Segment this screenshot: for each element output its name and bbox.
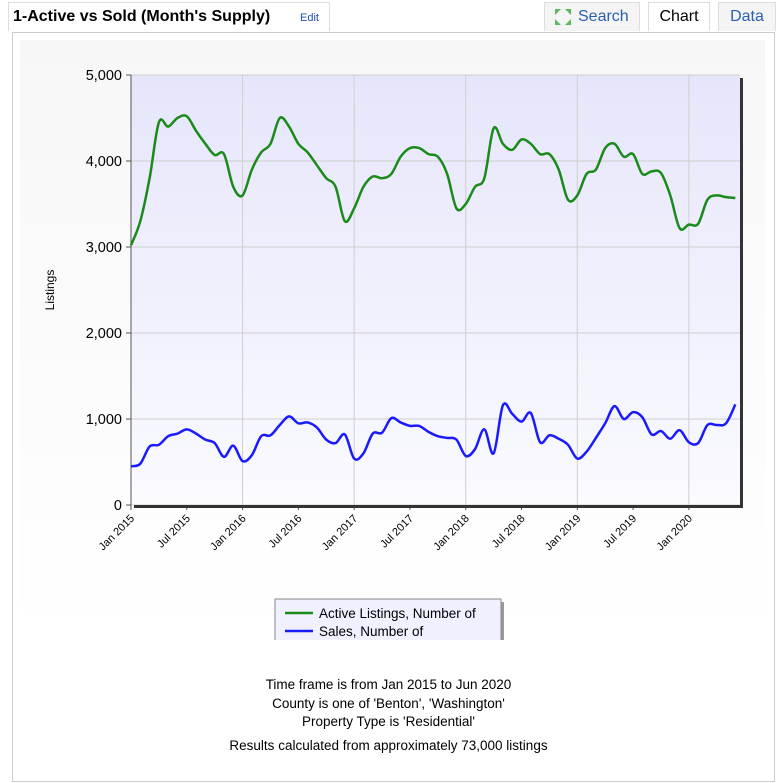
note: Time frame is from Jan 2015 to Jun 2020	[265, 677, 512, 692]
y-tick-label: 3,000	[86, 240, 122, 256]
search-tab[interactable]: Search	[544, 2, 640, 31]
y-tick-label: 2,000	[86, 326, 122, 342]
note: County is one of 'Benton', 'Washington'	[272, 696, 505, 711]
chart-tab[interactable]: Chart	[648, 2, 710, 31]
note: Results calculated from approximately 73…	[229, 738, 548, 753]
y-tick-label: 0	[114, 498, 122, 514]
series-line	[130, 402, 737, 468]
header: 1-Active vs Sold (Month's Supply) Edit	[8, 2, 330, 31]
report-title: 1-Active vs Sold (Month's Supply)	[13, 8, 271, 25]
y-tick-label: 4,000	[86, 154, 122, 170]
series-line	[129, 114, 736, 246]
plot-area	[131, 75, 740, 505]
legend-label: Sales, Number of	[319, 624, 424, 639]
tab-label: Chart	[659, 8, 699, 25]
legend-label: Active Listings, Number of	[319, 606, 476, 621]
search-icon	[555, 9, 571, 25]
tab-label: Data	[730, 8, 764, 25]
note: Property Type is 'Residential'	[302, 714, 475, 729]
tab-label: Search	[578, 8, 629, 25]
data-tab[interactable]: Data	[718, 2, 776, 31]
y-tick-label: 1,000	[86, 412, 122, 428]
legend	[274, 598, 502, 640]
y-axis-label: Listings	[43, 270, 57, 311]
edit-link[interactable]: Edit	[300, 12, 319, 24]
y-tick-label: 5,000	[86, 68, 122, 84]
